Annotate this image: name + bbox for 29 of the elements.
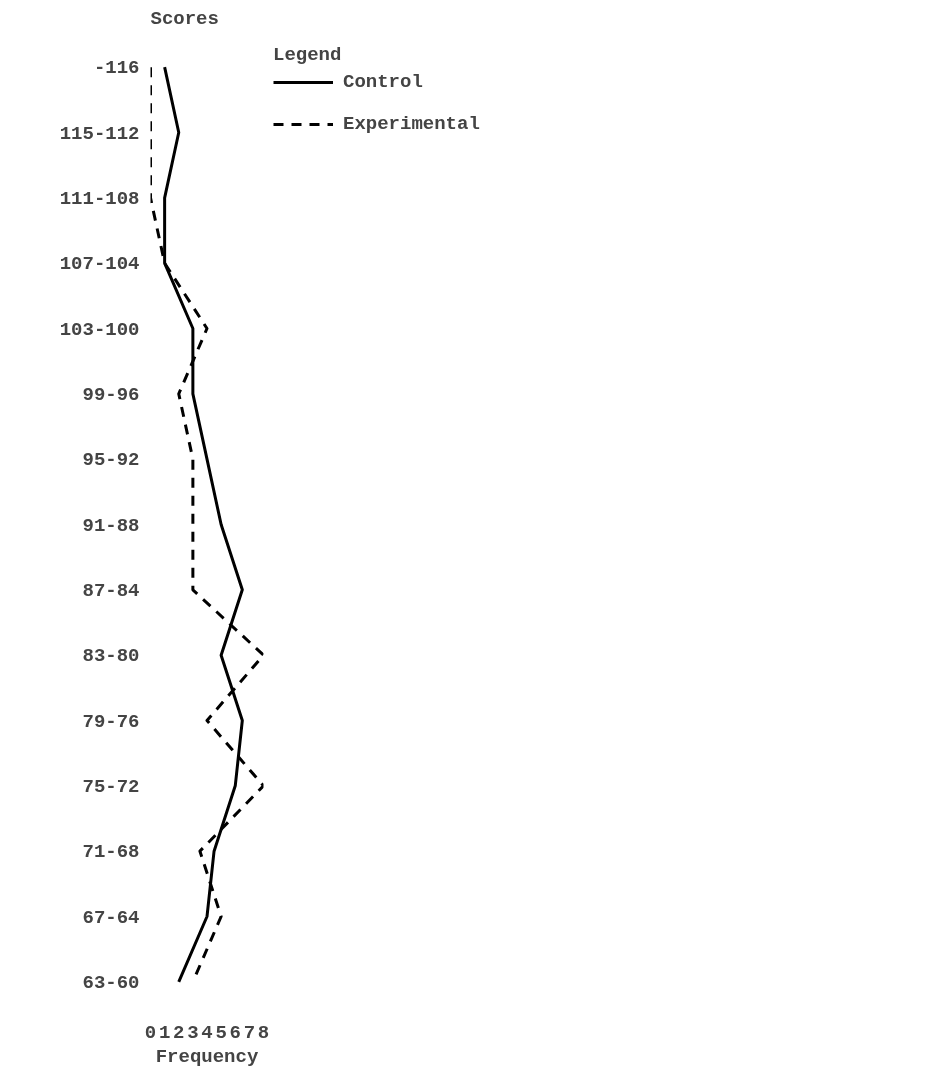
y-tick-label: 115-112: [59, 122, 140, 145]
y-tick-label: 107-104: [59, 253, 140, 276]
y-tick-label: 95-92: [82, 449, 140, 472]
x-tick-label: 7: [243, 1021, 256, 1044]
y-tick-label: 103-100: [59, 318, 140, 341]
y-tick-label: 99-96: [82, 383, 140, 406]
y-tick-label: 67-64: [82, 906, 140, 929]
x-tick-label: 0: [144, 1021, 157, 1044]
x-tick-label: 3: [187, 1021, 199, 1044]
x-tick-label: 2: [173, 1021, 185, 1044]
y-tick-label: -116: [93, 57, 140, 80]
y-tick-label: 75-72: [82, 775, 140, 798]
y-tick-label: 79-76: [82, 710, 140, 733]
legend-label: Control: [343, 71, 423, 93]
x-tick-label: 6: [229, 1021, 241, 1044]
x-tick-label: 1: [158, 1021, 171, 1044]
y-tick-label: 83-80: [82, 645, 140, 668]
y-tick-label: 63-60: [82, 971, 140, 994]
y-tick-label: 91-88: [82, 514, 140, 537]
y-axis-title: Scores: [150, 7, 219, 30]
legend-title: Legend: [273, 44, 343, 66]
y-tick-label: 87-84: [82, 579, 140, 602]
x-axis-title: Frequency: [155, 1045, 259, 1068]
y-tick-label: 111-108: [59, 187, 140, 210]
x-tick-label: 4: [201, 1021, 213, 1044]
legend-label: Experimental: [343, 113, 480, 135]
y-tick-label: 71-68: [82, 841, 140, 864]
x-tick-label: 8: [257, 1021, 270, 1044]
x-tick-label: 5: [215, 1021, 227, 1044]
